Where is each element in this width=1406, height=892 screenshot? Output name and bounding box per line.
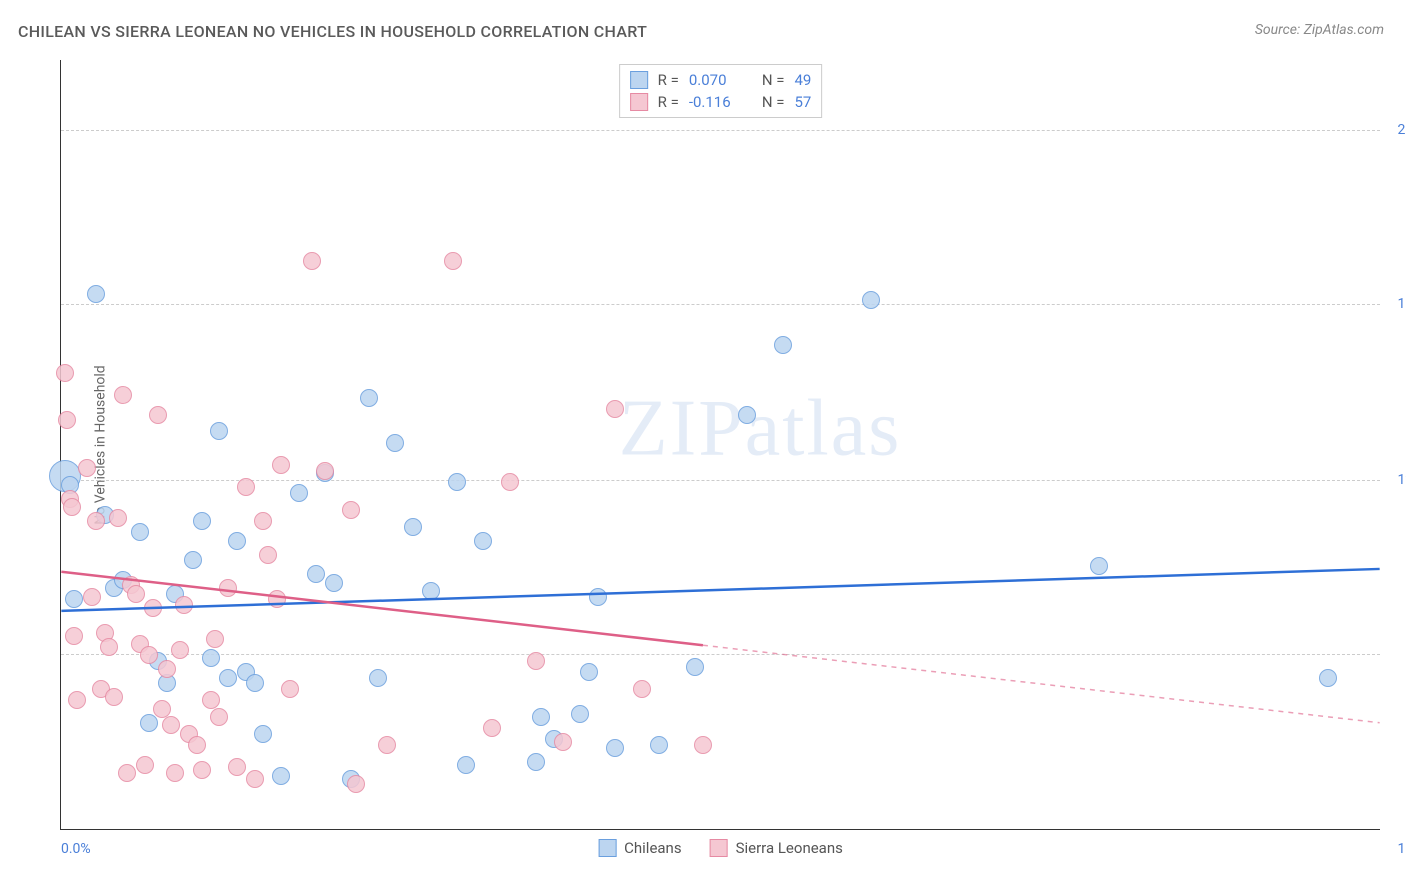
legend-swatch-chileans	[630, 71, 648, 89]
n-label: N =	[762, 71, 785, 89]
legend-item-sierra-leoneans: Sierra Leoneans	[710, 839, 843, 857]
n-value-chileans: 49	[794, 71, 811, 89]
r-label: R =	[658, 93, 679, 111]
legend-stats: R = 0.070 N = 49 R = -0.116 N = 57	[619, 64, 823, 118]
x-tick-label: 15.0%	[1397, 841, 1406, 857]
legend-label-chileans: Chileans	[624, 839, 681, 857]
legend-swatch-sierra-leoneans	[710, 839, 728, 857]
r-value-chileans: 0.070	[689, 71, 744, 89]
legend-label-sierra-leoneans: Sierra Leoneans	[736, 839, 843, 857]
y-tick-label: 25.0%	[1397, 122, 1406, 138]
n-label: N =	[762, 93, 785, 111]
trend-line-dashed-sierra-leoneans	[703, 645, 1380, 723]
plot-area: ZIPatlas No Vehicles in Household 6.3%12…	[60, 60, 1380, 830]
r-value-sierra-leoneans: -0.116	[689, 93, 744, 111]
legend-stats-row-chileans: R = 0.070 N = 49	[630, 69, 812, 91]
legend-series: Chileans Sierra Leoneans	[598, 839, 843, 857]
n-value-sierra-leoneans: 57	[794, 93, 811, 111]
trend-line-chileans	[61, 569, 1379, 611]
y-tick-label: 18.8%	[1397, 296, 1406, 312]
legend-swatch-chileans	[598, 839, 616, 857]
legend-item-chileans: Chileans	[598, 839, 681, 857]
x-tick-label: 0.0%	[61, 841, 91, 857]
source-attribution: Source: ZipAtlas.com	[1255, 22, 1384, 38]
legend-swatch-sierra-leoneans	[630, 93, 648, 111]
chart-title: CHILEAN VS SIERRA LEONEAN NO VEHICLES IN…	[18, 22, 647, 41]
y-tick-label: 12.5%	[1397, 472, 1406, 488]
r-label: R =	[658, 71, 679, 89]
trend-lines	[61, 60, 1380, 829]
legend-stats-row-sierra-leoneans: R = -0.116 N = 57	[630, 91, 812, 113]
